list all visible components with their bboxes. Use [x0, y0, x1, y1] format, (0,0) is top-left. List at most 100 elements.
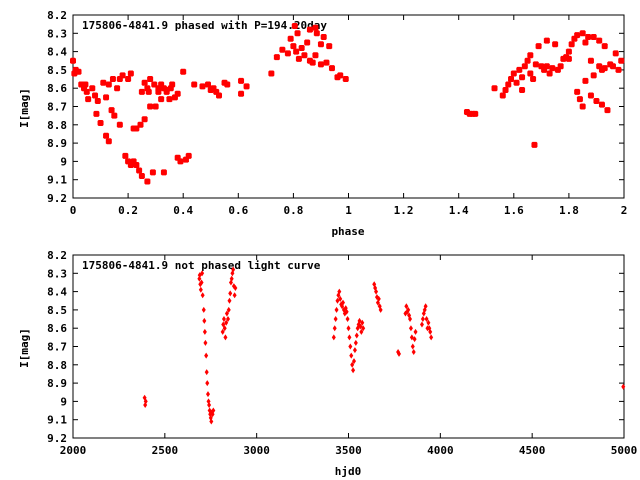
data-point	[472, 110, 479, 117]
y-tick-label: 8.4	[47, 286, 67, 299]
phased-light-curve-panel: 175806-4841.9 phased with P=194.20day ph…	[18, 9, 627, 238]
data-point	[508, 76, 515, 83]
data-point	[579, 30, 586, 37]
y-tick-label: 8.7	[47, 101, 67, 114]
data-point	[587, 57, 594, 64]
y-tick-label: 8.5	[47, 304, 67, 317]
data-point	[75, 68, 82, 75]
data-point	[359, 328, 364, 335]
data-point	[199, 83, 206, 90]
y-tick-label: 8.8	[47, 119, 67, 132]
data-point	[590, 33, 597, 40]
data-point	[360, 319, 365, 326]
y-tick-label: 9	[60, 395, 67, 408]
y-tick-label: 8.6	[47, 82, 67, 95]
data-point	[587, 92, 594, 99]
data-point	[491, 85, 498, 92]
data-point	[143, 398, 148, 405]
data-point	[207, 402, 212, 409]
chart-title: 175806-4841.9 phased with P=194.20day	[82, 19, 327, 32]
data-point	[145, 88, 152, 95]
y-tick-label: 8.3	[47, 267, 67, 280]
data-point	[338, 295, 343, 302]
data-point	[345, 316, 350, 323]
data-point	[119, 72, 126, 79]
data-point	[582, 39, 589, 46]
x-tick-label: 0.8	[283, 204, 303, 217]
data-point	[582, 77, 589, 84]
data-point	[111, 112, 118, 119]
data-point	[243, 83, 250, 90]
data-point	[204, 81, 211, 88]
data-point	[323, 59, 330, 66]
data-point	[290, 43, 297, 50]
data-point	[333, 316, 338, 323]
data-point	[70, 57, 76, 64]
data-point	[546, 70, 553, 77]
x-tick-label: 1.4	[449, 204, 469, 217]
data-point	[284, 50, 291, 57]
data-point	[166, 96, 173, 103]
y-tick-label: 8.8	[47, 359, 67, 372]
data-point	[136, 167, 143, 174]
data-point	[352, 358, 357, 365]
data-point	[205, 391, 210, 398]
data-point	[413, 328, 418, 335]
data-point	[301, 52, 308, 59]
data-point	[232, 292, 237, 299]
data-point	[197, 275, 202, 282]
data-point	[147, 103, 154, 110]
data-point	[412, 336, 417, 343]
x-tick-label: 1.8	[559, 204, 579, 217]
x-tick-label: 2	[621, 204, 628, 217]
data-point	[549, 65, 556, 72]
data-point	[543, 63, 550, 70]
data-point	[122, 152, 129, 159]
data-point	[229, 275, 234, 282]
data-point	[177, 158, 184, 165]
chart-title: 175806-4841.9 not phased light curve	[82, 259, 321, 272]
data-point	[612, 50, 619, 57]
data-point	[231, 266, 236, 273]
data-point	[428, 328, 433, 335]
x-tick-label: 0.4	[173, 204, 193, 217]
data-point	[598, 101, 605, 108]
data-point	[224, 81, 231, 88]
data-point	[348, 343, 353, 350]
data-point	[103, 94, 110, 101]
data-point	[411, 348, 416, 355]
data-point	[149, 169, 156, 176]
data-point	[521, 63, 528, 70]
data-point	[376, 295, 381, 302]
data-point	[138, 173, 145, 180]
y-tick-label: 8.2	[47, 249, 67, 262]
data-point	[295, 55, 302, 62]
x-tick-label: 4000	[427, 444, 454, 457]
data-point	[201, 306, 206, 313]
data-point	[211, 407, 216, 414]
x-tick-label: 2000	[60, 444, 87, 457]
data-point	[273, 54, 280, 61]
data-point	[94, 98, 101, 105]
data-point	[144, 178, 151, 185]
data-point	[408, 316, 413, 323]
data-point	[568, 41, 575, 48]
data-point	[374, 288, 379, 295]
data-point	[524, 57, 531, 64]
data-point	[221, 316, 226, 323]
data-point	[499, 92, 506, 99]
data-point	[155, 88, 162, 95]
y-axis-label: I[mag]	[18, 328, 31, 368]
data-point	[137, 121, 144, 128]
y-axis-label: I[mag]	[18, 88, 31, 128]
data-point	[291, 22, 298, 29]
data-point	[527, 52, 534, 59]
data-point	[408, 325, 413, 332]
x-tick-label: 1.6	[504, 204, 524, 217]
data-point	[332, 325, 337, 332]
data-point	[298, 44, 305, 51]
data-point	[426, 319, 431, 326]
data-point	[601, 43, 608, 50]
data-point	[309, 59, 316, 66]
